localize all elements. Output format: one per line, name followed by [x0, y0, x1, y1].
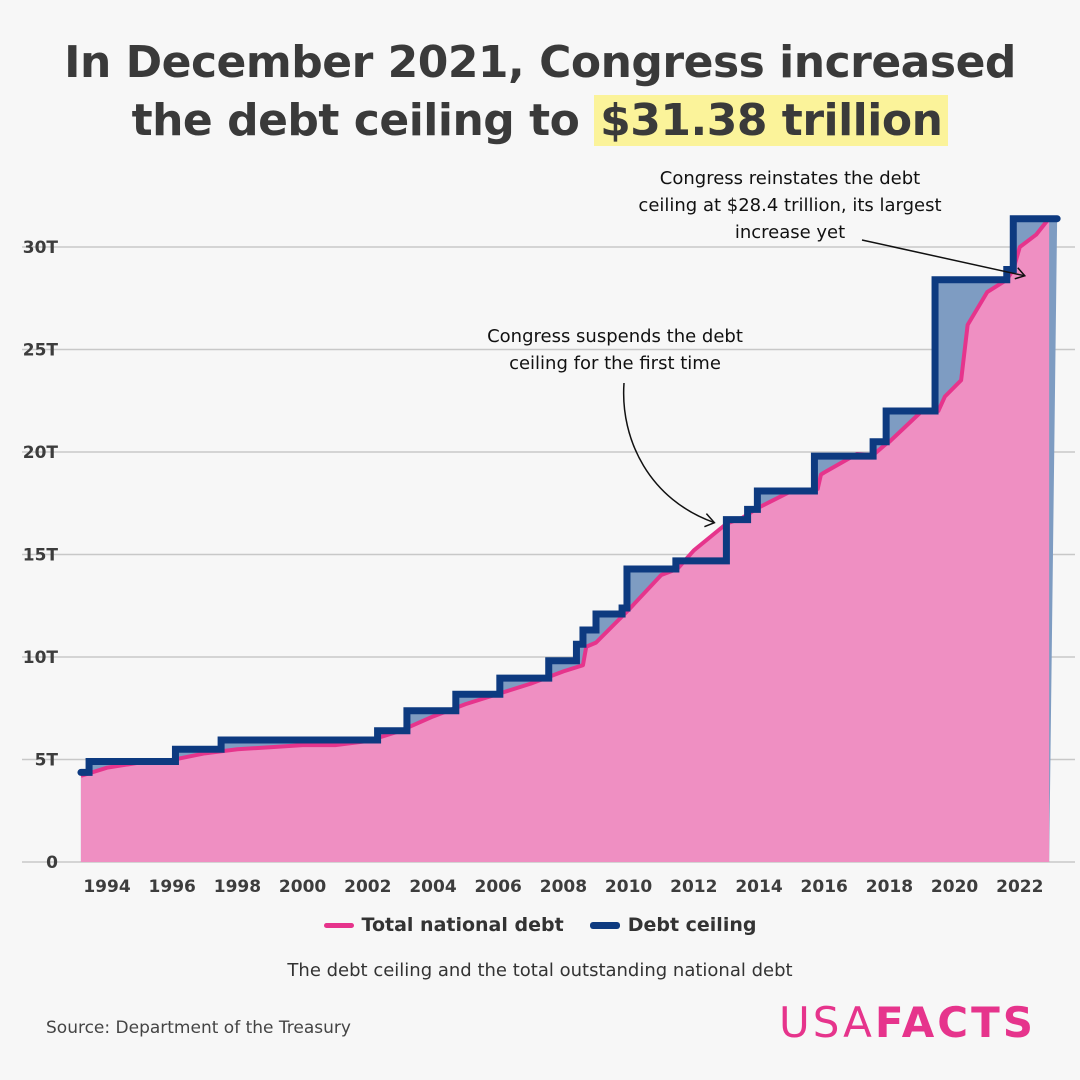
x-tick-label: 2014 — [735, 877, 782, 897]
ceiling-line — [77, 215, 1061, 776]
y-tick-label: 10T — [23, 648, 59, 668]
y-tick-label: 15T — [23, 546, 59, 566]
title-line-1: In December 2021, Congress increased — [64, 37, 1016, 88]
annotation-2-text: ceiling at $28.4 trillion, its largest — [638, 195, 941, 216]
annotation-2-text: increase yet — [735, 222, 845, 243]
x-tick-label: 1996 — [149, 877, 196, 897]
legend-item-debt: Total national debt — [323, 914, 564, 936]
chart-title: In December 2021, Congress increased the… — [0, 34, 1080, 150]
x-tick-label: 2020 — [931, 877, 978, 897]
annotation-2-arrow — [861, 239, 1025, 277]
annotation-1-arrow — [622, 382, 715, 524]
annotation-1-arrowhead — [704, 513, 716, 528]
series-lines — [77, 215, 1061, 778]
x-tick-label: 2004 — [409, 877, 456, 897]
usafacts-logo: USAFACTS — [779, 998, 1036, 1047]
x-tick-label: 1994 — [83, 877, 130, 897]
x-tick-label: 2022 — [996, 877, 1043, 897]
annotation-1-text: ceiling for the first time — [509, 353, 721, 374]
y-tick-label: 0 — [46, 853, 58, 873]
annotations: Congress suspends the debt ceiling for th… — [487, 168, 1027, 528]
title-line-2: the debt ceiling to $31.38 trillion — [0, 92, 1080, 150]
x-tick-label: 2018 — [866, 877, 913, 897]
annotation-2-text: Congress reinstates the debt — [660, 168, 920, 189]
x-tick-label: 2002 — [344, 877, 391, 897]
x-tick-label: 2016 — [801, 877, 848, 897]
legend-swatch-debt — [323, 922, 354, 928]
legend-label-debt: Total national debt — [361, 914, 564, 936]
legend-item-ceiling: Debt ceiling — [589, 914, 757, 936]
legend-swatch-ceiling — [589, 921, 620, 929]
x-tick-label: 2008 — [540, 877, 587, 897]
x-tick-label: 2010 — [605, 877, 652, 897]
annotation-1-text: Congress suspends the debt — [487, 326, 743, 347]
legend: Total national debt Debt ceiling — [0, 914, 1080, 936]
logo-part-1: USA — [778, 998, 875, 1047]
legend-label-ceiling: Debt ceiling — [627, 914, 757, 936]
annotation-2-arrowhead — [1014, 267, 1027, 280]
areas — [80, 218, 1058, 863]
x-tick-label: 1998 — [214, 877, 261, 897]
x-tick-label: 2006 — [475, 877, 522, 897]
axis-ticks: 0 5T 10T 15T 20T 25T 30T 1994 1996 1998 2000 2002 20… — [23, 238, 1044, 897]
y-tick-label: 5T — [35, 751, 59, 771]
chart-subtitle: The debt ceiling and the total outstandi… — [287, 960, 793, 981]
title-highlight: $31.38 trillion — [594, 95, 949, 146]
y-tick-label: 30T — [23, 238, 59, 258]
debt-line — [80, 217, 1051, 778]
y-tick-label: 25T — [23, 341, 59, 361]
y-tick-label: 20T — [23, 443, 59, 463]
x-tick-label: 2012 — [670, 877, 717, 897]
title-line-2-prefix: the debt ceiling to — [131, 95, 595, 146]
x-tick-label: 2000 — [279, 877, 326, 897]
logo-part-2: FACTS — [874, 998, 1036, 1047]
source-note: Source: Department of the Treasury — [46, 1018, 351, 1038]
debt-area — [80, 218, 1050, 863]
